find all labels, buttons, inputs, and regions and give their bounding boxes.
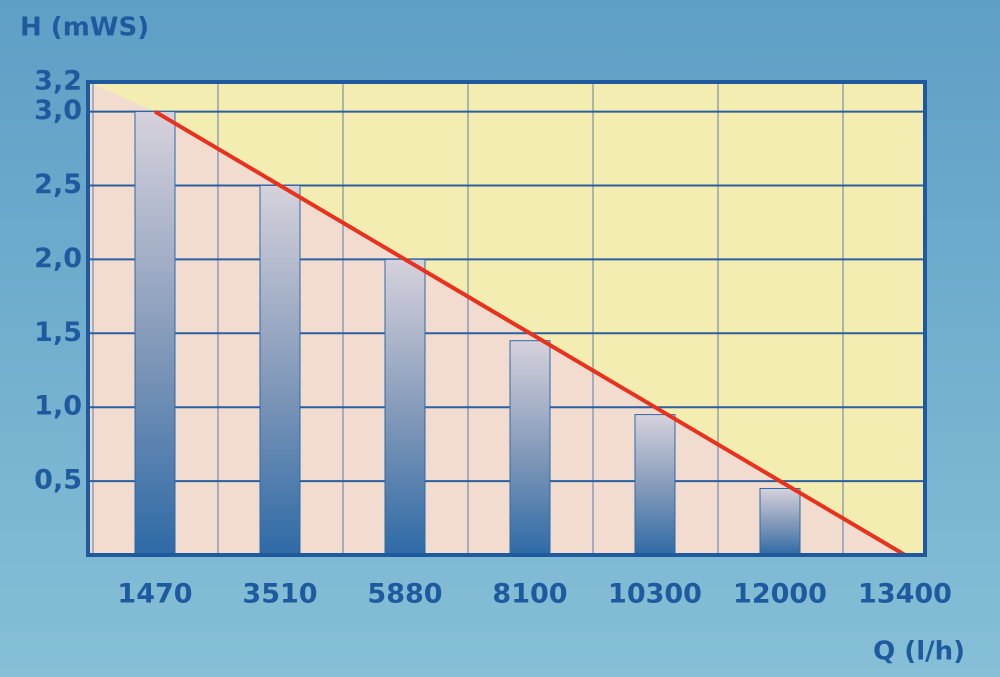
curve-line	[153, 109, 907, 557]
x-tick-label: 12000	[733, 579, 827, 610]
x-tick-label: 1470	[117, 579, 192, 610]
y-axis-title: H (mWS)	[20, 13, 149, 43]
plot-border	[86, 80, 927, 557]
y-tick-label: 0,5	[34, 465, 82, 496]
bar	[509, 340, 551, 556]
y-tick-label: 2,0	[34, 243, 82, 274]
y-tick-label: 1,0	[34, 391, 82, 422]
y-tick-label: 3,2	[34, 66, 82, 97]
y-tick-label: 1,5	[34, 317, 82, 348]
x-tick-label: 13400	[858, 579, 952, 610]
bar	[259, 184, 301, 556]
x-tick-label: 10300	[608, 579, 702, 610]
y-tick-label: 2,5	[34, 169, 82, 200]
x-tick-label: 5880	[367, 579, 442, 610]
x-tick-label: 8100	[492, 579, 567, 610]
y-tick-label: 3,0	[34, 95, 82, 126]
bar	[634, 414, 676, 556]
bar	[759, 487, 801, 556]
bar	[134, 111, 176, 556]
x-tick-label: 3510	[242, 579, 317, 610]
x-axis-title: Q (l/h)	[873, 637, 965, 667]
bar	[384, 258, 426, 556]
